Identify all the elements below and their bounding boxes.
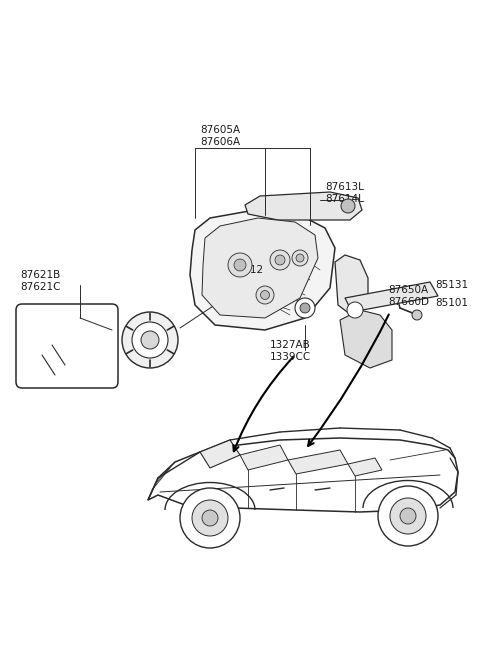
Circle shape (292, 250, 308, 266)
Circle shape (400, 508, 416, 524)
Circle shape (300, 303, 310, 313)
Polygon shape (340, 310, 392, 368)
Polygon shape (202, 218, 318, 318)
Polygon shape (200, 440, 240, 468)
Circle shape (295, 298, 315, 318)
Text: 85131: 85131 (435, 280, 468, 290)
Text: 85101: 85101 (435, 298, 468, 308)
Circle shape (261, 291, 269, 300)
Circle shape (122, 312, 178, 368)
Polygon shape (190, 210, 335, 330)
Polygon shape (335, 255, 368, 318)
Circle shape (412, 310, 422, 320)
Circle shape (180, 488, 240, 548)
Circle shape (132, 322, 168, 358)
Circle shape (270, 250, 290, 270)
Text: 87612: 87612 (230, 265, 263, 275)
Circle shape (256, 286, 274, 304)
Text: 1327AB
1339CC: 1327AB 1339CC (270, 340, 311, 362)
Circle shape (390, 498, 426, 534)
Text: 87605A
87606A: 87605A 87606A (200, 125, 240, 148)
Polygon shape (345, 282, 438, 312)
Polygon shape (240, 445, 288, 470)
Circle shape (228, 253, 252, 277)
Circle shape (378, 486, 438, 546)
Text: 87613L
87614L: 87613L 87614L (325, 182, 364, 205)
Circle shape (275, 255, 285, 265)
Circle shape (347, 302, 363, 318)
Circle shape (192, 500, 228, 536)
Polygon shape (245, 192, 362, 220)
Circle shape (234, 259, 246, 271)
Circle shape (341, 199, 355, 213)
Circle shape (202, 510, 218, 526)
Circle shape (296, 254, 304, 262)
Polygon shape (348, 458, 382, 476)
Circle shape (141, 331, 159, 349)
Polygon shape (148, 438, 458, 512)
Polygon shape (288, 450, 348, 474)
FancyBboxPatch shape (16, 304, 118, 388)
Text: 87650A
87660D: 87650A 87660D (388, 285, 429, 308)
Text: 87621B
87621C: 87621B 87621C (20, 270, 60, 293)
